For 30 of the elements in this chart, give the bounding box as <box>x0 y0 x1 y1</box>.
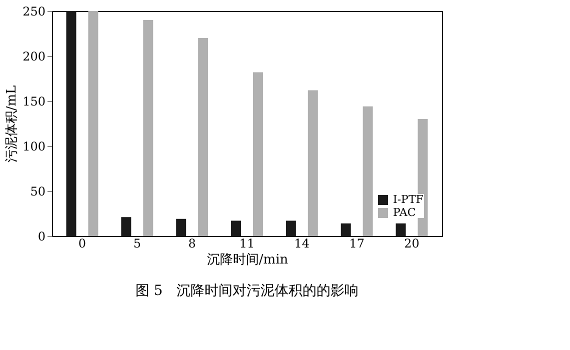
legend-label: I-PTF <box>393 193 424 206</box>
x-tick-label: 8 <box>188 236 196 250</box>
x-tick-label: 5 <box>133 236 141 250</box>
x-tick-label: 14 <box>294 236 310 250</box>
y-tick-label: 150 <box>22 94 46 108</box>
x-tick-label: 17 <box>349 236 364 250</box>
y-tick-label: 100 <box>22 140 46 154</box>
y-axis-title: 污泥体积/mL <box>4 84 20 163</box>
caption: 图 5 沉降时间对污泥体积的的影响 <box>135 283 359 299</box>
bar <box>231 220 242 236</box>
x-tick-label: 20 <box>404 236 420 250</box>
x-tick-label: 0 <box>78 236 86 250</box>
x-tick-label: 11 <box>239 236 255 250</box>
bar <box>66 11 76 236</box>
bar <box>362 106 373 236</box>
legend-label: PAC <box>393 206 416 219</box>
bar <box>143 20 154 236</box>
y-tick-label: 200 <box>22 50 46 64</box>
bar <box>121 217 132 236</box>
y-tick-label: 250 <box>22 4 46 18</box>
bar <box>340 223 351 236</box>
bar <box>286 220 296 236</box>
x-axis-title: 沉降时间/min <box>206 252 289 268</box>
bar <box>198 38 208 236</box>
bar <box>252 72 263 236</box>
bar <box>396 223 406 236</box>
bar <box>88 11 98 236</box>
bar <box>176 218 186 236</box>
bar <box>308 90 318 236</box>
y-tick-label: 50 <box>30 184 46 198</box>
